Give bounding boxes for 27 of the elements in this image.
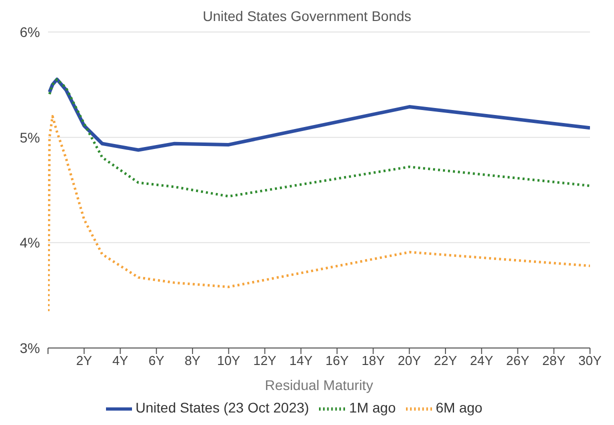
x-tick-label: 20Y bbox=[398, 353, 422, 368]
x-tick-label: 14Y bbox=[289, 353, 313, 368]
line-series bbox=[48, 78, 590, 152]
x-tick-label: 22Y bbox=[434, 353, 458, 368]
y-tick-label: 6% bbox=[20, 24, 40, 40]
x-tick-label: 6Y bbox=[148, 353, 165, 368]
x-tick-label: 30Y bbox=[578, 353, 602, 368]
x-tick-label: 26Y bbox=[506, 353, 530, 368]
x-axis-title: Residual Maturity bbox=[264, 377, 374, 393]
line-series bbox=[48, 115, 590, 312]
legend-label: United States (23 Oct 2023) bbox=[136, 400, 310, 416]
x-tick-label: 2Y bbox=[76, 353, 92, 368]
y-tick-label: 3% bbox=[20, 340, 40, 356]
x-tick-label: 24Y bbox=[470, 353, 494, 368]
x-tick-label: 10Y bbox=[217, 353, 241, 368]
line-series bbox=[48, 78, 590, 198]
x-tick-label: 4Y bbox=[112, 353, 129, 368]
y-tick-label: 5% bbox=[20, 129, 40, 146]
x-tick-label: 16Y bbox=[325, 353, 349, 368]
y-tick-label: 4% bbox=[20, 234, 40, 251]
x-tick-label: 8Y bbox=[184, 353, 201, 368]
x-tick-label: 12Y bbox=[253, 353, 277, 368]
x-tick-label: 28Y bbox=[542, 353, 566, 368]
x-tick-label: 18Y bbox=[362, 353, 386, 368]
chart-title: United States Government Bonds bbox=[202, 8, 412, 24]
legend-label: 1M ago bbox=[349, 400, 396, 416]
legend-label: 6M ago bbox=[436, 400, 482, 416]
